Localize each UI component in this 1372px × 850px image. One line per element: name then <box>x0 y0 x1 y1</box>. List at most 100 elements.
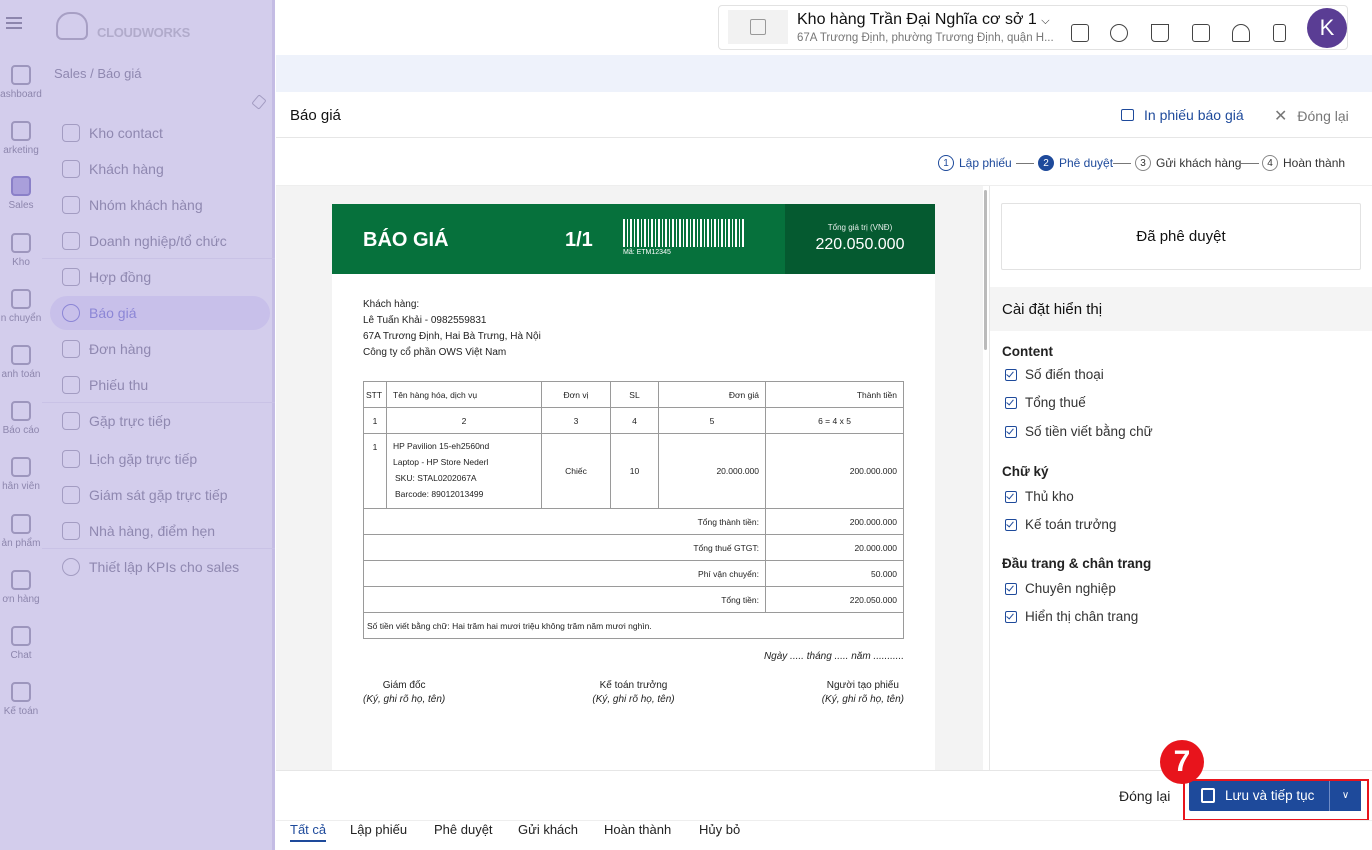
contract-icon <box>62 268 80 286</box>
dashboard-icon <box>11 65 31 85</box>
menu-item-nha-hang[interactable]: Nhà hàng, điểm hẹn <box>50 514 270 548</box>
menu-item-hop-dong[interactable]: Hợp đồng <box>50 260 270 294</box>
settings-title: Cài đặt hiển thị <box>990 287 1372 331</box>
receipt-icon <box>62 376 80 394</box>
calendar-icon <box>62 450 80 468</box>
rail-item-shipping[interactable]: n chuyển <box>0 289 42 324</box>
cart-icon[interactable] <box>1151 24 1169 42</box>
truck-icon <box>11 289 31 309</box>
rail-item-product[interactable]: ản phẩm <box>0 514 42 549</box>
order-icon <box>11 570 31 590</box>
pin-icon[interactable] <box>251 94 267 110</box>
step-phe-duyet[interactable]: 2 Phê duyệt <box>1038 155 1113 171</box>
chat-icon <box>11 626 31 646</box>
approval-status: Đã phê duyệt <box>1001 203 1361 270</box>
menu-item-bao-gia[interactable]: Báo giá <box>50 296 270 330</box>
coffee-icon <box>62 522 80 540</box>
option-professional[interactable]: Chuyên nghiệp <box>1005 581 1116 596</box>
menu-item-kho-contact[interactable]: Kho contact <box>50 116 270 150</box>
checkbox-checked-icon[interactable] <box>1005 582 1017 595</box>
checkbox-checked-icon[interactable] <box>1005 368 1017 381</box>
user-icon <box>62 160 80 178</box>
checkbox-checked-icon[interactable] <box>1005 396 1017 409</box>
close-button[interactable]: Đóng lại <box>1119 788 1171 804</box>
card-icon <box>11 345 31 365</box>
quote-code: Mã: ETM12345 <box>623 249 671 256</box>
printer-icon <box>1121 109 1134 121</box>
save-options-dropdown[interactable]: ∨ <box>1329 780 1361 811</box>
menu-item-nhom-khach-hang[interactable]: Nhóm khách hàng <box>50 188 270 222</box>
checkbox-checked-icon[interactable] <box>1005 610 1017 623</box>
save-icon <box>1201 788 1215 803</box>
menu-item-don-hang[interactable]: Đơn hàng <box>50 332 270 366</box>
tab-phe-duyet[interactable]: Phê duyệt <box>434 822 493 837</box>
tab-hoan-thanh[interactable]: Hoàn thành <box>604 822 672 837</box>
amount-in-words-row: Số tiền viết bằng chữ: Hai trăm hai mươi… <box>363 612 904 639</box>
checkbox-icon[interactable] <box>1071 24 1089 42</box>
signature-creator: Người tạo phiếu (Ký, ghi rõ họ, tên) <box>821 680 904 705</box>
breadcrumb: Sales / Báo giá <box>54 66 142 81</box>
pos-icon[interactable] <box>1273 24 1286 42</box>
quote-preview: BÁO GIÁ 1/1 Mã: ETM12345 Tổng giá trị (V… <box>276 186 983 770</box>
menu-item-khach-hang[interactable]: Khách hàng <box>50 152 270 186</box>
menu-item-lich-gap[interactable]: Lịch gặp trực tiếp <box>50 442 270 476</box>
checkbox-checked-icon[interactable] <box>1005 518 1017 531</box>
step-hoan-thanh[interactable]: 4 Hoàn thành <box>1262 155 1345 171</box>
quote-title: BÁO GIÁ <box>363 229 449 251</box>
chevron-down-icon: ∨ <box>1341 790 1350 801</box>
checkbox-checked-icon[interactable] <box>1005 490 1017 503</box>
menu-item-kpi[interactable]: Thiết lập KPIs cho sales <box>50 550 270 584</box>
date-line: Ngày ..... tháng ..... năm ........... <box>763 651 904 662</box>
camera-icon[interactable] <box>1110 24 1128 42</box>
step-gui-khach-hang[interactable]: 3 Gửi khách hàng <box>1135 155 1241 171</box>
warehouse-icon <box>11 233 31 253</box>
building-icon <box>62 232 80 250</box>
employee-icon <box>11 457 31 477</box>
option-amount-in-words[interactable]: Số tiền viết bằng chữ <box>1005 424 1153 439</box>
preview-scrollbar[interactable] <box>983 186 988 770</box>
rail-item-marketing[interactable]: arketing <box>0 121 42 156</box>
report-icon <box>11 401 31 421</box>
option-chief-accountant[interactable]: Kế toán trưởng <box>1005 517 1116 532</box>
checkbox-checked-icon[interactable] <box>1005 425 1017 438</box>
rail-item-sales[interactable]: Sales <box>0 176 42 211</box>
option-total-tax[interactable]: Tổng thuế <box>1005 395 1086 410</box>
annotation-step-badge: 7 <box>1160 740 1204 784</box>
tab-lap-phieu[interactable]: Lập phiếu <box>350 822 408 837</box>
option-show-footer[interactable]: Hiển thị chân trang <box>1005 609 1138 624</box>
dollar-icon <box>62 304 80 322</box>
rail-item-employee[interactable]: hân viên <box>0 457 42 492</box>
close-panel-button[interactable]: ✕ Đóng lại <box>1274 108 1349 125</box>
rail-item-accounting[interactable]: Kế toán <box>0 682 42 717</box>
warehouse-thumbnail <box>728 10 788 44</box>
header-bar: Kho hàng Trần Đại Nghĩa cơ sở 1 ⌵ 67A Tr… <box>718 5 1348 50</box>
print-quote-button[interactable]: In phiếu báo giá <box>1121 107 1244 123</box>
megaphone-icon <box>11 121 31 141</box>
table-header-row: STT Tên hàng hóa, dịch vụ Đơn vị SL Đơn … <box>363 381 904 408</box>
rail-item-kho[interactable]: Kho <box>0 233 42 268</box>
step-lap-phieu[interactable]: 1 Lập phiếu <box>938 155 1012 171</box>
rail-item-payment[interactable]: anh toán <box>0 345 42 380</box>
hamburger-menu-icon[interactable] <box>6 17 22 29</box>
menu-item-doanh-nghiep[interactable]: Doanh nghiệp/tổ chức <box>50 224 270 258</box>
option-phone[interactable]: Số điến thoại <box>1005 367 1104 382</box>
tab-gui-khach[interactable]: Gửi khách <box>518 822 579 837</box>
menu-item-giam-sat[interactable]: Giám sát gặp trực tiếp <box>50 478 270 512</box>
summary-row: Tổng tiền: 220.050.000 <box>363 586 904 613</box>
menu-item-phieu-thu[interactable]: Phiếu thu <box>50 368 270 402</box>
rail-item-order[interactable]: ơn hàng <box>0 570 42 605</box>
option-storekeeper[interactable]: Thủ kho <box>1005 489 1074 504</box>
close-icon: ✕ <box>1274 108 1288 125</box>
rail-item-chat[interactable]: Chat <box>0 626 42 661</box>
menu-item-gap-truc-tiep[interactable]: Gặp trực tiếp <box>50 404 270 438</box>
warehouse-selector[interactable]: Kho hàng Trần Đại Nghĩa cơ sở 1 ⌵ 67A Tr… <box>797 11 1054 44</box>
rail-item-report[interactable]: Báo cáo <box>0 401 42 436</box>
step-connector <box>1241 163 1259 164</box>
rail-item-dashboard[interactable]: ashboard <box>0 65 42 100</box>
bell-icon[interactable] <box>1232 24 1250 42</box>
message-icon[interactable] <box>1192 24 1210 42</box>
tab-huy-bo[interactable]: Hủy bỏ <box>699 822 741 837</box>
tab-tat-ca[interactable]: Tất cả <box>290 822 327 842</box>
avatar[interactable]: K <box>1307 8 1347 48</box>
